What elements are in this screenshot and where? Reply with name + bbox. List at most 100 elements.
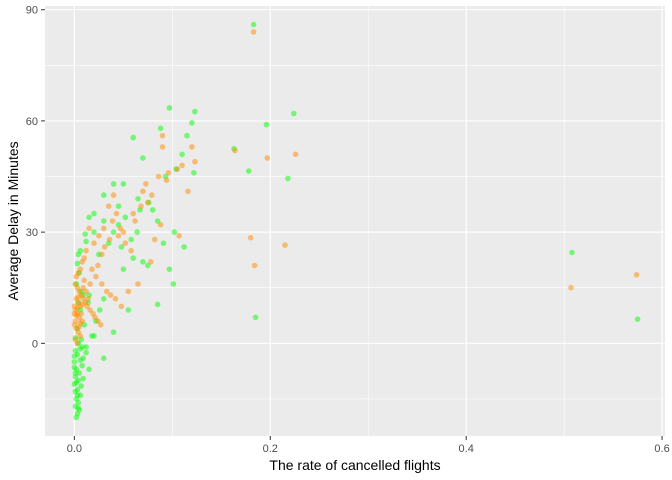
orange-data-point xyxy=(130,210,136,217)
orange-data-point xyxy=(78,310,84,317)
x-axis-ticks: 0.0 0.2 0.4 0.6 xyxy=(67,436,670,455)
x-tick-label: 0.4 xyxy=(459,443,474,455)
green-data-point xyxy=(83,238,89,245)
orange-data-point xyxy=(125,288,132,295)
minor-gridlines xyxy=(45,6,665,436)
green-data-point xyxy=(71,364,78,371)
x-tick-label: 0.0 xyxy=(67,443,82,455)
y-tick-label: 30 xyxy=(26,227,38,239)
green-data-point xyxy=(83,344,89,350)
orange-data-point xyxy=(93,273,99,280)
orange-data-point xyxy=(83,288,89,295)
green-data-point xyxy=(170,281,177,287)
green-data-point xyxy=(130,134,136,141)
orange-data-point xyxy=(251,262,258,269)
orange-data-point xyxy=(81,277,87,284)
orange-data-point xyxy=(84,303,90,310)
orange-data-point xyxy=(107,292,114,298)
green-data-point xyxy=(250,21,257,28)
x-tick-label: 0.6 xyxy=(654,443,669,455)
green-data-point xyxy=(79,362,85,369)
orange-data-point xyxy=(163,177,170,183)
orange-data-point xyxy=(74,305,81,311)
green-data-point xyxy=(75,251,82,258)
orange-data-point xyxy=(112,296,119,302)
y-tick-label: 90 xyxy=(26,5,38,17)
green-data-point xyxy=(86,214,92,221)
orange-data-point xyxy=(176,233,182,239)
green-data-point xyxy=(83,349,89,356)
green-data-point xyxy=(149,207,156,213)
y-tick-label: 0 xyxy=(32,338,38,350)
green-data-point xyxy=(75,405,82,412)
green-data-point xyxy=(110,229,117,235)
x-tick-label: 0.2 xyxy=(263,443,278,455)
green-data-point xyxy=(145,262,151,269)
green-data-point xyxy=(110,181,117,187)
green-data-point xyxy=(71,359,78,365)
orange-data-point xyxy=(179,162,185,169)
green-data-point xyxy=(181,244,187,250)
orange-data-point xyxy=(91,240,97,246)
orange-data-point xyxy=(122,240,129,246)
orange-data-point xyxy=(118,303,125,310)
green-data-point xyxy=(101,296,107,302)
green-data-point xyxy=(252,314,259,321)
green-data-point xyxy=(122,214,129,221)
orange-data-point xyxy=(189,144,195,150)
green-data-point xyxy=(73,414,80,421)
green-data-point xyxy=(101,218,107,224)
green-data-point xyxy=(154,218,161,224)
green-data-point xyxy=(86,366,92,373)
orange-data-point xyxy=(151,236,158,243)
orange-data-point xyxy=(568,284,574,291)
major-gridlines xyxy=(45,6,665,436)
orange-data-point xyxy=(232,147,238,154)
orange-data-point xyxy=(140,188,146,195)
x-axis-title: The rate of cancelled flights xyxy=(269,457,440,473)
orange-data-point xyxy=(145,199,151,206)
orange-data-point xyxy=(135,281,141,287)
orange-data-point xyxy=(120,229,127,235)
orange-data-point xyxy=(87,281,93,287)
green-data-point xyxy=(118,244,125,250)
orange-data-point xyxy=(79,301,85,308)
green-data-point xyxy=(110,329,117,336)
green-data-point xyxy=(154,301,161,308)
orange-data-point xyxy=(132,218,138,224)
orange-data-point xyxy=(159,144,166,150)
green-data-point xyxy=(115,203,122,209)
green-data-point xyxy=(77,346,84,352)
green-data-point xyxy=(166,266,173,273)
y-axis-ticks: 0 30 60 90 xyxy=(26,5,45,350)
green-data-point xyxy=(134,229,140,235)
green-data-point xyxy=(82,231,88,237)
orange-data-point xyxy=(264,155,271,161)
green-data-point xyxy=(125,307,132,313)
orange-data-point xyxy=(138,203,144,209)
green-data-point xyxy=(74,260,81,267)
orange-data-point xyxy=(103,288,110,295)
green-data-point xyxy=(89,333,95,339)
green-data-point xyxy=(120,266,127,273)
y-tick-label: 60 xyxy=(26,116,38,128)
green-data-point xyxy=(191,170,197,176)
green-data-point xyxy=(166,105,173,111)
orange-data-point xyxy=(247,234,254,241)
orange-data-point xyxy=(75,294,82,300)
orange-data-point xyxy=(83,247,89,254)
green-data-point xyxy=(91,229,97,235)
green-data-point xyxy=(245,168,252,174)
orange-data-point xyxy=(128,247,134,254)
orange-data-point xyxy=(99,251,105,258)
green-data-point xyxy=(263,121,270,128)
orange-data-point xyxy=(106,236,113,243)
y-axis-title: Average Delay in Minutes xyxy=(5,141,21,300)
green-data-point xyxy=(189,120,195,126)
green-data-point xyxy=(76,370,83,376)
green-data-point xyxy=(140,155,146,161)
orange-data-point xyxy=(148,259,154,265)
green-data-point xyxy=(71,353,78,360)
orange-data-point xyxy=(292,151,299,158)
